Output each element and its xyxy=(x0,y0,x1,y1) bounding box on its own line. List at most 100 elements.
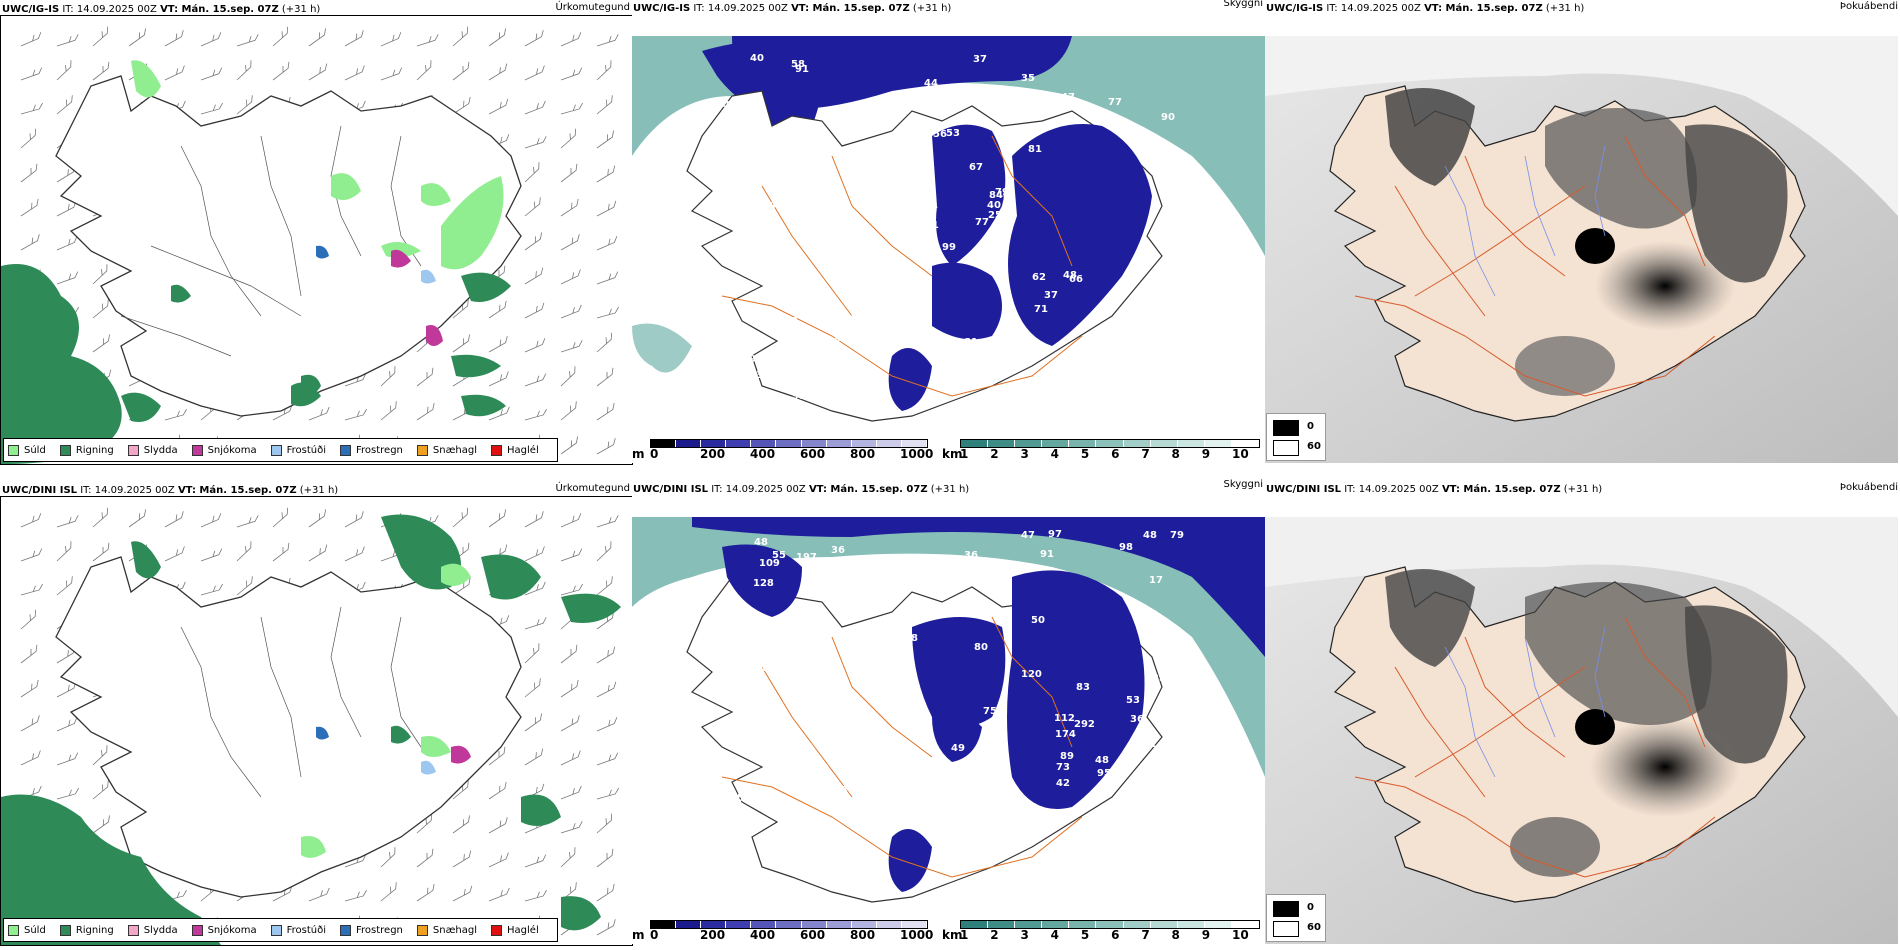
valid-time: VT: Mán. 15.sep. 07Z xyxy=(1441,484,1561,495)
precip-legend-item: Slydda xyxy=(127,924,178,936)
visibility-legend-tick: 1 xyxy=(960,447,969,461)
wind-barb xyxy=(416,813,433,834)
wind-barb xyxy=(200,513,222,528)
wind-barb xyxy=(236,34,259,47)
cloud-base-label: 79 xyxy=(1081,833,1095,844)
wind-barb xyxy=(164,546,185,562)
visibility-legend-tick: 5 xyxy=(1080,928,1090,942)
fog-panel-bottom: UWC/DINI ISL IT: 14.09.2025 00Z VT: Mán.… xyxy=(1265,482,1900,944)
precip-legend-item: Frostregn xyxy=(340,924,403,936)
legend-label: Súld xyxy=(24,444,46,456)
cloud-base-label: 49 xyxy=(951,743,965,754)
wind-barb xyxy=(56,541,72,562)
rivers xyxy=(180,606,422,798)
colorbar-step xyxy=(751,921,777,928)
wind-barb xyxy=(20,609,37,630)
wind-barb xyxy=(524,232,542,251)
wind-barb xyxy=(596,752,619,766)
wind-barb xyxy=(20,163,38,183)
model-name: UWC/IG-IS xyxy=(1266,3,1324,14)
cloud-base-label: 93 xyxy=(870,663,884,674)
wind-barb xyxy=(236,95,253,115)
wind-barb xyxy=(488,98,509,115)
cloud-base-label: 40 xyxy=(750,53,764,64)
colorbar-step xyxy=(851,440,877,447)
wind-barb xyxy=(560,340,583,353)
fog-legend-swatch xyxy=(1273,921,1299,937)
precip-legend-item: Snæhagl xyxy=(416,924,477,936)
wind-barb xyxy=(596,515,619,528)
height-legend-colorbar xyxy=(650,439,928,448)
wind-barb xyxy=(560,32,582,47)
cloud-base-label: 65 xyxy=(969,847,983,858)
model-name: UWC/DINI ISL xyxy=(633,484,709,495)
colorbar-step xyxy=(801,440,827,447)
wind-barb xyxy=(524,854,547,868)
colorbar-step xyxy=(651,440,677,447)
cloud-base-label: 17 xyxy=(1149,575,1163,586)
wind-barb xyxy=(20,644,38,664)
wind-barb xyxy=(452,96,471,115)
roads xyxy=(721,616,1083,878)
wind-barb xyxy=(236,541,252,562)
wind-barb xyxy=(596,165,616,183)
roads xyxy=(1354,135,1716,397)
visibility-map-svg: 99 95 96 92 848 130 35 53 32 77 91 74 95 90 97 81 952 94 6… xyxy=(632,36,1265,436)
wind-barb xyxy=(452,850,472,868)
colorbar-step xyxy=(1177,921,1205,928)
wind-barb xyxy=(272,61,290,81)
visibility-legend-tick: 2 xyxy=(990,447,999,461)
wind-barb xyxy=(92,334,110,353)
cloud-base-label: 58 xyxy=(762,710,776,721)
visibility-legend-tick: 9 xyxy=(1201,447,1211,461)
fog-map-svg xyxy=(1265,36,1898,463)
visibility-legend-tick: 1 xyxy=(960,928,969,942)
precip-legend-item: Snjókoma xyxy=(191,924,257,936)
colorbar-step xyxy=(826,921,852,928)
wind-barb xyxy=(596,367,614,387)
wind-barb xyxy=(524,100,546,115)
cloud-base-label: 41 xyxy=(723,100,737,111)
precip-legend-item: Haglél xyxy=(491,444,539,456)
wind-barb xyxy=(596,130,614,149)
height-legend-tick: 0 xyxy=(650,447,659,461)
height-legend-tick: 0 xyxy=(650,928,659,942)
cloud-base-label: 89 xyxy=(1060,751,1074,762)
wind-barb xyxy=(560,513,582,528)
precip-legend-item: Súld xyxy=(8,444,46,456)
cloud-base-label: 61 xyxy=(754,393,768,404)
cloud-base-label: 36 xyxy=(964,550,978,561)
legend-label: Rigning xyxy=(75,924,114,936)
visibility-panel-top: UWC/IG-IS IT: 14.09.2025 00Z VT: Mán. 15… xyxy=(632,0,1265,463)
fog-legend-label: 60 xyxy=(1307,922,1321,933)
cloud-base-label: 24 xyxy=(804,751,818,762)
cloud-base-label: 91 xyxy=(1143,739,1157,750)
cloud-base-label: 25 xyxy=(988,210,1002,221)
height-legend-tick: 800 xyxy=(850,928,876,942)
precip-legend-item: Frostúði xyxy=(270,924,326,936)
cloud-base-label: 60 xyxy=(780,773,794,784)
panel-header: UWC/IG-IS IT: 14.09.2025 00Z VT: Mán. 15… xyxy=(1266,1,1898,14)
height-legend-tick: 400 xyxy=(750,447,776,461)
height-legend-tick: 200 xyxy=(700,447,726,461)
colorbar-step xyxy=(776,440,802,447)
wind-barb xyxy=(560,847,576,868)
legend-swatch xyxy=(340,444,351,456)
wind-barb xyxy=(416,60,432,81)
legend-label: Frostúði xyxy=(286,924,326,936)
lead-time: (+31 h) xyxy=(1563,484,1603,495)
wind-barb xyxy=(596,787,619,800)
fog-legend: 0 60 xyxy=(1266,413,1326,461)
wind-barb xyxy=(560,821,583,834)
height-legend-tick: 800 xyxy=(850,447,876,461)
colorbar-step xyxy=(1150,440,1178,447)
wind-barb xyxy=(56,95,73,115)
visibility-legend-tick: 10 xyxy=(1232,447,1249,461)
wind-barb xyxy=(308,509,326,528)
panel-header: UWC/DINI ISL IT: 14.09.2025 00Z VT: Mán.… xyxy=(1266,482,1898,495)
cloud-base-label: 53 xyxy=(1126,695,1140,706)
legend-label: Snjókoma xyxy=(207,444,257,456)
fog-map xyxy=(1265,36,1898,463)
iceland-outline xyxy=(55,556,522,898)
wind-barb xyxy=(596,332,613,353)
